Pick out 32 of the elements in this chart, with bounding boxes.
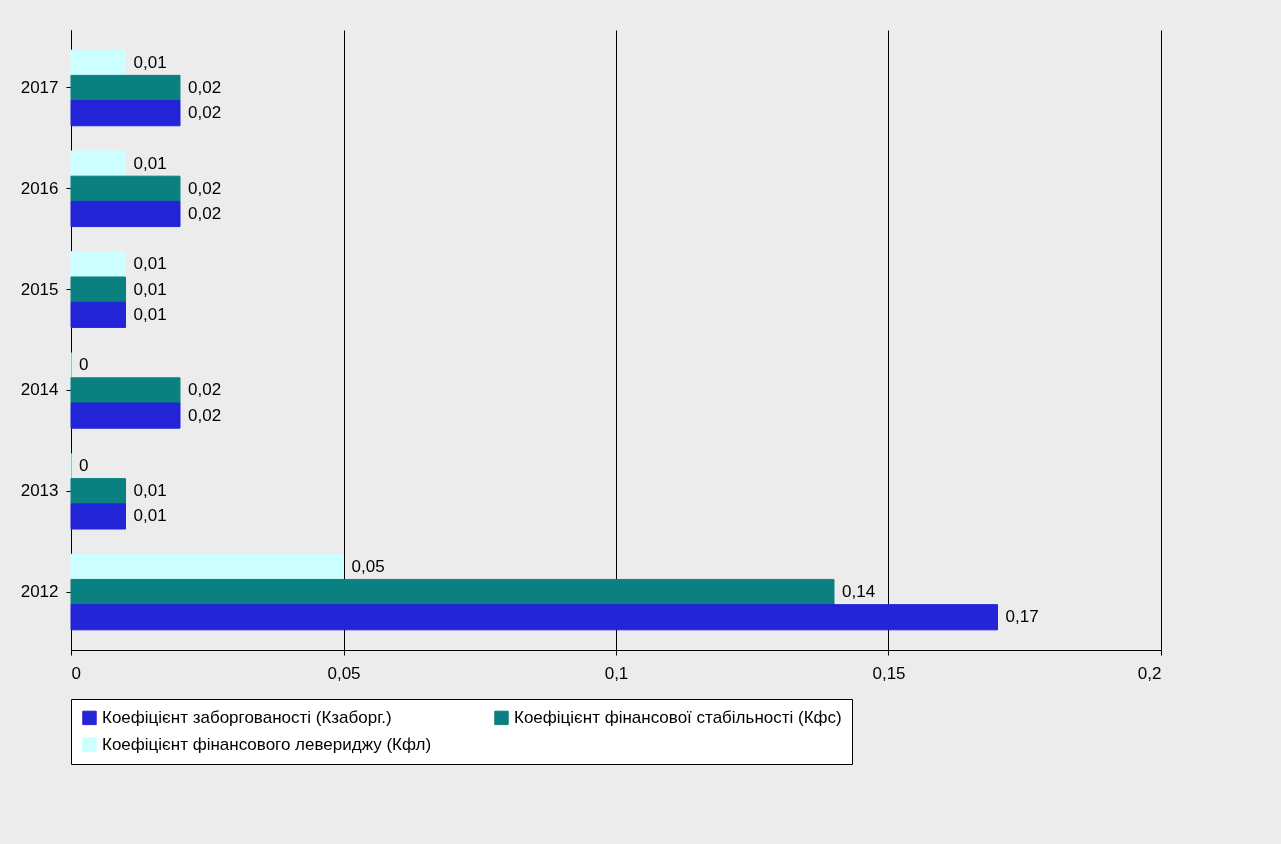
- y-tick-label: 2012: [20, 582, 59, 602]
- data-label: 0: [79, 456, 89, 476]
- data-label: 0,05: [351, 556, 385, 576]
- data-label: 0,02: [188, 77, 222, 97]
- x-tick-label: 0,15: [872, 663, 906, 683]
- data-label: 0,02: [188, 380, 222, 400]
- y-tick-label: 2016: [20, 178, 59, 198]
- data-label: 0,01: [133, 481, 167, 501]
- data-label: 0,01: [133, 254, 167, 274]
- data-label: 0,02: [188, 178, 222, 198]
- data-label: 0,01: [133, 506, 167, 526]
- y-tick-label: 2013: [20, 481, 59, 501]
- x-tick-label: 0,05: [327, 663, 361, 683]
- data-label: 0: [79, 355, 89, 375]
- data-label: 0,01: [133, 279, 167, 299]
- data-label: 0,01: [133, 52, 167, 72]
- y-tick-label: 2017: [20, 77, 59, 97]
- data-label: 0,02: [188, 203, 222, 223]
- x-tick-label: 0,1: [604, 663, 629, 683]
- legend-label: Коефіцієнт фінансового левериджу (Кфл): [102, 734, 432, 754]
- data-label: 0,17: [1005, 607, 1039, 627]
- data-label: 0,14: [842, 582, 876, 602]
- legend-label: Коефіцієнт заборгованості (Кзаборг.): [102, 707, 392, 727]
- y-tick-label: 2014: [20, 380, 59, 400]
- legend-label: Коефіцієнт фінансової стабільності (Кфс): [514, 707, 842, 727]
- data-label: 0,02: [188, 103, 222, 123]
- y-tick-label: 2015: [20, 279, 59, 299]
- data-label: 0,01: [133, 153, 167, 173]
- data-label: 0,01: [133, 304, 167, 324]
- x-tick-label: 0: [71, 663, 81, 683]
- x-tick-label: 0,2: [1137, 663, 1162, 683]
- data-label: 0,02: [188, 405, 222, 425]
